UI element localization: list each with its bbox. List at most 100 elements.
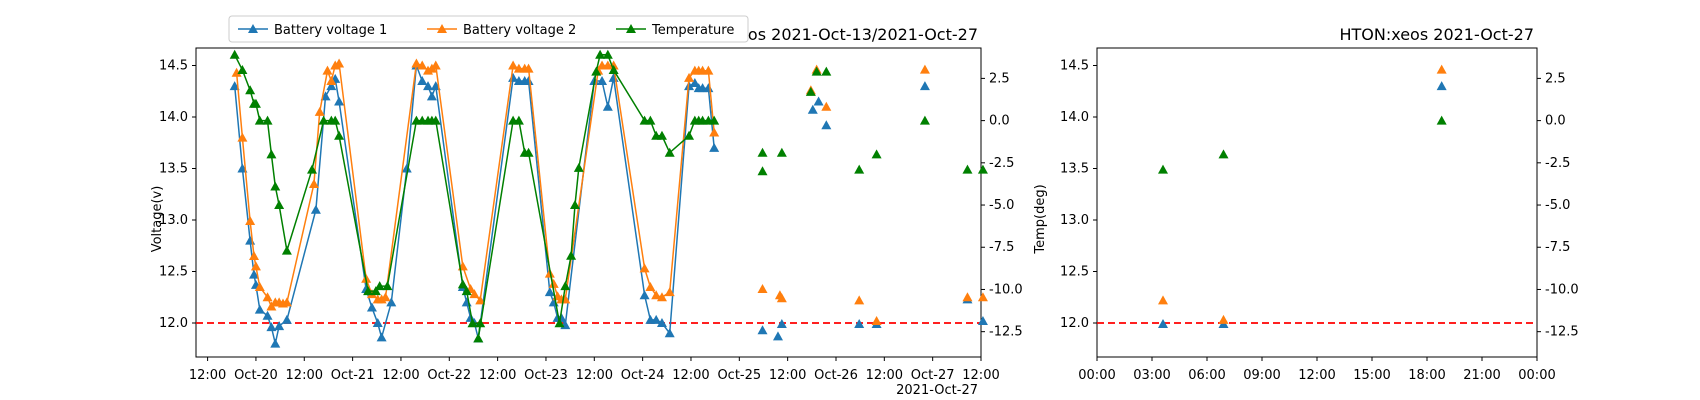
main-chart-battery-voltage-1-marker <box>372 318 383 328</box>
legend-marker-temperature <box>626 24 636 33</box>
day-chart-y2-tick-label: -12.5 <box>1545 325 1579 340</box>
legend-marker-battery-voltage-1 <box>248 24 258 33</box>
main-chart-battery-voltage-1-marker <box>608 72 619 82</box>
day-chart-plot-area: 12.0 12.5 13.0 13.5 14.0 14.5 -12.5 -10.0 -7.5 -5… <box>1060 47 1579 383</box>
main-chart-temperature-marker <box>854 164 865 174</box>
day-chart-y-tick-label: 12.5 <box>1060 265 1089 280</box>
main-chart-battery-voltage-1-marker <box>689 78 700 88</box>
main-chart-temperature-marker <box>871 149 882 159</box>
main-chart-battery-voltage-1-marker <box>423 81 434 91</box>
day-chart-x-tick-label: 12:00 <box>1298 368 1335 383</box>
main-chart-temperature-marker <box>430 115 441 125</box>
main-chart-y2-tick-label: -5.0 <box>989 198 1014 213</box>
day-chart-x-tick-label: 06:00 <box>1188 368 1225 383</box>
main-chart-battery-voltage-1-marker <box>656 318 667 328</box>
main-chart-battery-voltage-2-marker <box>919 64 930 74</box>
main-chart-temperature-marker <box>684 130 695 140</box>
main-chart-temperature-marker <box>608 64 619 74</box>
main-chart-x-tick-label: 12:00 <box>286 368 323 383</box>
main-chart-battery-voltage-2-marker <box>854 295 865 305</box>
main-chart-axes-frame <box>195 47 982 358</box>
day-chart-battery-voltage-1-marker <box>1158 319 1168 329</box>
main-chart-y2-tick-label: 0.0 <box>989 114 1010 129</box>
day-chart-y2-tick-label: -2.5 <box>1545 156 1570 171</box>
main-chart-temperature-marker <box>566 250 577 260</box>
main-chart-battery-voltage-1-marker <box>274 321 285 331</box>
main-chart-plot-area: 12.0 12.5 13.0 13.5 14.0 14.5 -12.5 -10.0 -7.5 -5… <box>159 47 1023 383</box>
main-chart-x-tick-label: Oct-27 <box>911 368 955 383</box>
main-chart-x-tick-label: 12:00 <box>962 368 999 383</box>
main-chart-temperature-marker <box>709 115 720 125</box>
main-chart-battery-voltage-2-marker <box>430 60 441 70</box>
day-chart-x-tick-label: 21:00 <box>1463 368 1500 383</box>
chart-legend: Battery voltage 1 Battery voltage 2 Temp… <box>228 15 749 43</box>
main-chart-x-offset-label: 2021-Oct-27 <box>896 383 978 398</box>
main-chart-x-tick-label: 12:00 <box>576 368 613 383</box>
main-chart-battery-voltage-2-marker <box>262 292 273 302</box>
main-chart-battery-voltage-2-marker <box>469 289 480 299</box>
main-chart-temperature-marker <box>334 130 345 140</box>
main-chart-x-tick-label: 12:00 <box>382 368 419 383</box>
main-chart-battery-voltage-1-marker <box>266 322 277 332</box>
main-chart-battery-voltage-1-marker <box>326 81 337 91</box>
main-chart-x-tick-label: 12:00 <box>672 368 709 383</box>
main-chart-battery-voltage-2-marker <box>962 292 973 302</box>
main-chart-temperature-marker <box>330 115 341 125</box>
main-chart-battery-voltage-2-marker <box>281 297 292 307</box>
main-chart-x-tick-label: Oct-21 <box>331 368 375 383</box>
main-chart-battery-voltage-1-marker <box>523 75 534 85</box>
main-chart-battery-voltage-2-marker <box>645 281 656 291</box>
main-chart-temperature-marker <box>281 245 292 255</box>
main-chart-x-tick-label: Oct-22 <box>427 368 471 383</box>
main-chart-battery-voltage-2-marker <box>651 290 662 300</box>
main-chart-temperature-marker <box>757 147 768 157</box>
main-chart-temperature-marker <box>821 66 832 76</box>
main-chart-battery-voltage-1-marker <box>245 235 256 245</box>
main-chart-x-tick-label: 12:00 <box>769 368 806 383</box>
day-chart-x-tick-label: 00:00 <box>1078 368 1115 383</box>
main-chart-battery-voltage-1-marker <box>461 297 472 307</box>
day-chart-y2-tick-label: -10.0 <box>1545 282 1579 297</box>
main-chart-battery-voltage-1-marker <box>270 338 281 348</box>
main-chart-battery-voltage-1-marker <box>366 302 377 312</box>
main-chart-battery-voltage-2-marker <box>639 263 650 273</box>
main-chart-temperature-marker <box>811 66 822 76</box>
day-chart-x-tick-label: 09:00 <box>1243 368 1280 383</box>
main-chart-battery-voltage-2-marker <box>508 60 519 70</box>
day-chart-battery-voltage-1-marker <box>1436 81 1447 91</box>
main-chart-y-tick-label: 12.5 <box>159 265 188 280</box>
main-chart-x-tick-label: 12:00 <box>189 368 226 383</box>
day-chart-y2-tick-label: 0.0 <box>1545 114 1566 129</box>
main-chart-battery-voltage-2-marker <box>684 72 695 82</box>
main-chart-temperature-marker <box>475 318 486 328</box>
main-chart-temperature-marker <box>467 318 478 328</box>
main-chart-battery-voltage-2-marker <box>380 292 391 302</box>
day-chart-x-tick-label: 18:00 <box>1408 368 1445 383</box>
day-chart-x-tick-label: 00:00 <box>1518 368 1555 383</box>
main-chart-y2-tick-label: -7.5 <box>989 240 1014 255</box>
main-chart-battery-voltage-1-marker <box>229 81 240 91</box>
main-chart-y2-tick-label: -12.5 <box>989 325 1023 340</box>
main-chart-battery-voltage-1-marker <box>310 204 321 214</box>
day-chart-panel: HTON:xeos 2021-Oct-27 Temp(deg) 12.0 12.5… <box>1033 25 1579 383</box>
day-chart-y-tick-label: 14.0 <box>1060 110 1089 125</box>
main-chart-temperature-marker <box>473 333 484 343</box>
main-chart-battery-voltage-2-marker <box>334 58 345 68</box>
main-chart-battery-voltage-2-marker <box>417 60 428 70</box>
day-chart-temperature-marker <box>1436 115 1447 125</box>
main-chart-temperature-marker <box>595 49 606 59</box>
main-chart-battery-voltage-2-marker <box>977 292 988 302</box>
main-chart-y-axis-label: Voltage(v) <box>150 186 165 253</box>
day-chart-y2-tick-label: 2.5 <box>1545 71 1566 86</box>
main-chart-temperature-marker <box>919 115 930 125</box>
day-chart-x-tick-label: 03:00 <box>1133 368 1170 383</box>
main-chart-battery-voltage-2-marker <box>314 106 325 116</box>
legend-entry-battery-voltage-1: Battery voltage 1 <box>238 23 387 38</box>
main-chart-temperature-marker <box>645 115 656 125</box>
day-chart-y-tick-label: 14.5 <box>1060 59 1089 74</box>
main-chart-temperature-marker <box>266 149 277 159</box>
day-chart-y-tick-label: 13.0 <box>1060 213 1089 228</box>
main-chart-temperature-marker <box>229 49 240 59</box>
main-chart-y-tick-label: 14.0 <box>159 110 188 125</box>
main-chart-battery-voltage-2-marker <box>757 284 768 294</box>
